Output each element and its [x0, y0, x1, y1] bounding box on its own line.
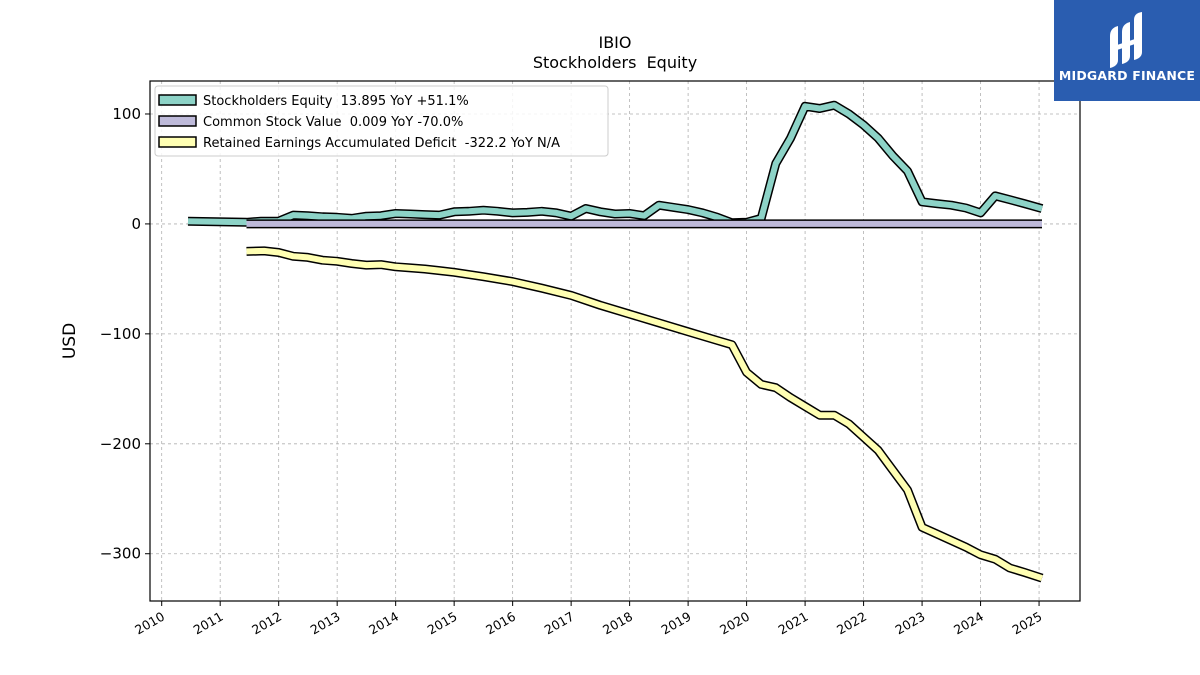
- x-tick-label: 2022: [834, 609, 869, 638]
- plot-frame: [149, 80, 1081, 602]
- y-tick-label: −200: [100, 435, 141, 453]
- x-tick-label: 2016: [483, 609, 518, 638]
- legend-swatch-stockholders-equity: [158, 94, 197, 106]
- x-tick-label: 2015: [425, 609, 460, 638]
- x-tick-label: 2018: [600, 609, 635, 638]
- y-axis: 100 0 −100 −200 −300: [100, 105, 150, 563]
- x-tick-label: 2021: [776, 609, 811, 638]
- y-tick-label: 100: [112, 105, 141, 123]
- y-tick-label: −100: [100, 325, 141, 343]
- legend-box: [154, 85, 609, 157]
- chart-title: IBIO: [598, 33, 631, 52]
- grid-lines: [150, 81, 1080, 601]
- legend-label-stockholders-equity: Stockholders Equity 13.895 YoY +51.1%: [203, 94, 469, 109]
- x-tick-label: 2012: [249, 609, 284, 638]
- x-tick-label: 2019: [659, 609, 694, 638]
- brand-name: MIDGARD FINANCE: [1058, 68, 1196, 83]
- legend: Stockholders Equity 13.895 YoY +51.1% Co…: [154, 85, 609, 157]
- x-tick-label: 2013: [308, 609, 343, 638]
- x-tick-label: 2023: [893, 609, 928, 638]
- y-tick-label: 0: [131, 215, 141, 233]
- legend-swatch-common-stock-value: [158, 115, 197, 127]
- legend-label-common-stock-value: Common Stock Value 0.009 YoY -70.0%: [203, 115, 463, 130]
- midgard-logo-icon: [1110, 12, 1142, 68]
- x-tick-label: 2025: [1010, 609, 1045, 638]
- x-tick-label: 2017: [542, 609, 577, 638]
- y-axis-label: USD: [60, 323, 80, 359]
- x-tick-label: 2020: [717, 609, 752, 638]
- x-tick-label: 2010: [132, 609, 167, 638]
- series-line-stockholders-equity: [187, 102, 1043, 226]
- x-tick-label: 2014: [366, 609, 401, 638]
- x-tick-label: 2024: [951, 609, 986, 638]
- legend-label-retained-earnings: Retained Earnings Accumulated Deficit -3…: [203, 136, 560, 151]
- series-line-retained-earnings-accumulated-deficit: [246, 247, 1043, 581]
- series-group: [187, 100, 1044, 583]
- x-axis: 2010 2011 2012 2013 2014 2015 2016 2017 2018 2019…: [132, 601, 1045, 638]
- midgard-finance-logo: MIDGARD FINANCE: [1054, 0, 1200, 101]
- x-tick-label: 2011: [191, 609, 226, 638]
- chart-subtitle: Stockholders Equity: [533, 53, 697, 72]
- y-tick-label: −300: [100, 545, 141, 563]
- legend-swatch-retained-earnings: [158, 136, 197, 148]
